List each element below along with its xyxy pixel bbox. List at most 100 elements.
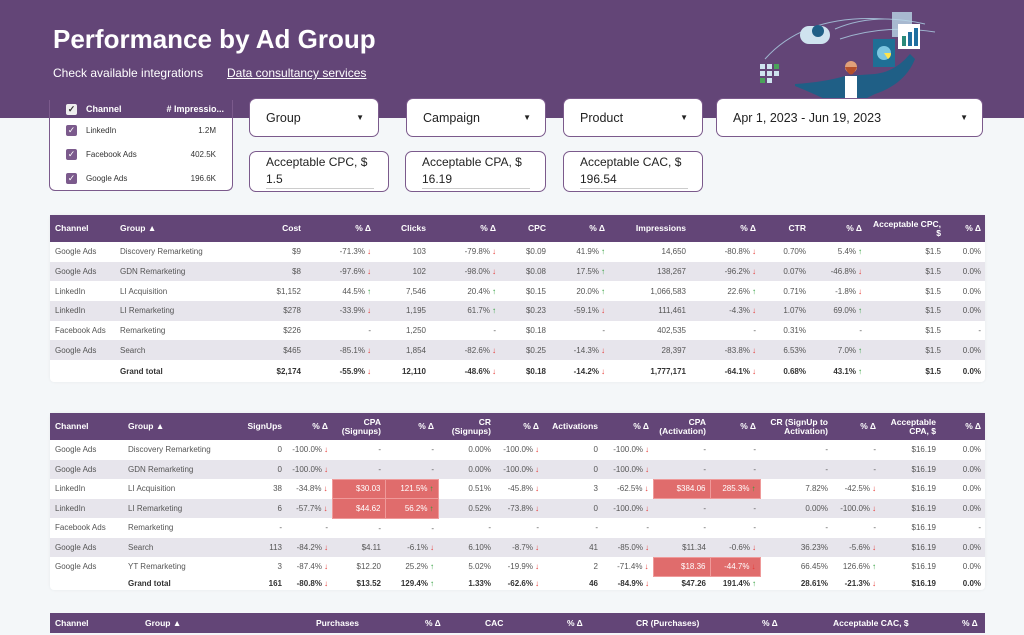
table-cell: 1,854 [375, 340, 430, 361]
table-cell: Google Ads [50, 557, 123, 576]
acceptable-cac-field[interactable]: Acceptable CAC, $ 196.54 [563, 151, 703, 192]
column-header[interactable]: CPA (Signups) [332, 413, 385, 440]
table-cell: 0 [543, 459, 602, 479]
table-cell: -48.6% ↓ [430, 360, 500, 382]
channel-option-linkedin[interactable]: ✓ LinkedIn 1.2M [50, 118, 232, 142]
campaign-dropdown[interactable]: Campaign ▼ [406, 98, 546, 137]
cell-value: $0.08 [525, 267, 546, 277]
col-cac[interactable]: CAC [485, 618, 504, 628]
column-header[interactable]: Cost [245, 215, 305, 242]
column-header[interactable]: % Δ [286, 413, 332, 440]
col-cr-delta[interactable]: % Δ [762, 618, 778, 628]
column-header[interactable]: CPC [500, 215, 550, 242]
column-header[interactable]: % Δ [940, 413, 985, 440]
column-header[interactable]: Activations [543, 413, 602, 440]
column-header[interactable]: CTR [760, 215, 810, 242]
table-cell: 0.0% [940, 537, 985, 557]
integrations-link[interactable]: Check available integrations [53, 66, 204, 80]
column-header[interactable]: CPA (Activation) [653, 413, 710, 440]
cpa-input[interactable]: 16.19 [422, 172, 530, 189]
checkbox[interactable]: ✓ [66, 148, 77, 160]
acceptable-cpc-field[interactable]: Acceptable CPC, $ 1.5 [249, 151, 389, 192]
table-cell: 0.0% [940, 459, 985, 479]
arrow-down-icon: ↓ [430, 542, 434, 552]
checkbox[interactable]: ✓ [66, 124, 77, 136]
column-header[interactable]: % Δ [832, 413, 880, 440]
cac-input[interactable]: 196.54 [580, 172, 688, 189]
cell-value: $1.5 [925, 326, 941, 336]
col-acceptable-cac-delta[interactable]: % Δ [962, 618, 978, 628]
column-header[interactable]: SignUps [240, 413, 286, 440]
acceptable-cpa-field[interactable]: Acceptable CPA, $ 16.19 [405, 151, 546, 192]
col-channel[interactable]: Channel [55, 618, 89, 628]
table-row: LinkedIn LI Remarketing 6 -57.7% ↓ $44.62 56.2… [50, 498, 985, 519]
col-purchases[interactable]: Purchases [316, 618, 359, 628]
column-header[interactable]: % Δ [305, 215, 375, 242]
column-header[interactable]: % Δ [385, 413, 438, 440]
header-row: Channel Group ▲ Cost% Δ Clicks% Δ CPC% Δ Impr… [50, 215, 985, 242]
column-header[interactable]: % Δ [945, 215, 985, 242]
table-cell: $0.09 [500, 242, 550, 262]
column-header[interactable]: Acceptable CPC, $ [866, 215, 945, 242]
cell-value: 0.0% [962, 562, 981, 571]
impressions-column-header[interactable]: # Impressio... [166, 104, 224, 114]
cpc-input[interactable]: 1.5 [266, 172, 374, 189]
column-header[interactable]: Group ▲ [115, 215, 245, 242]
table-row: Google Ads GDN Remarketing 0 -100.0% ↓ - -0.00… [50, 459, 985, 479]
date-range-picker[interactable]: Apr 1, 2023 - Jun 19, 2023 ▼ [716, 98, 983, 137]
product-label: Product [580, 110, 624, 125]
column-header[interactable]: % Δ [550, 215, 609, 242]
channel-option-facebook[interactable]: ✓ Facebook Ads 402.5K [50, 142, 232, 166]
table-cell: 1,777,171 [609, 360, 690, 382]
column-header[interactable]: % Δ [602, 413, 653, 440]
cell-value: 0.0% [962, 286, 981, 296]
column-header[interactable]: Group ▲ [123, 413, 240, 440]
column-header[interactable]: % Δ [690, 215, 760, 242]
col-cac-delta[interactable]: % Δ [567, 618, 583, 628]
table-cell: LI Acquisition [115, 281, 245, 301]
column-header[interactable]: CR (Signups) [438, 413, 495, 440]
channel-option-google[interactable]: ✓ Google Ads 196.6K [50, 166, 232, 190]
col-cr-purchases[interactable]: CR (Purchases) [636, 618, 700, 628]
cell-value: 0 [277, 464, 282, 474]
column-header[interactable]: Acceptable CPA, $ [880, 413, 940, 440]
column-header[interactable]: CR (SignUp to Activation) [760, 413, 832, 440]
table-cell: -62.6% ↓ [495, 576, 543, 590]
column-header[interactable]: Clicks [375, 215, 430, 242]
table-cell: 0.00% [438, 459, 495, 479]
column-header[interactable]: % Δ [430, 215, 500, 242]
table-cell: 7,546 [375, 281, 430, 301]
column-header[interactable]: Channel [50, 215, 115, 242]
consultancy-link[interactable]: Data consultancy services [227, 66, 367, 80]
column-header[interactable]: % Δ [810, 215, 866, 242]
product-dropdown[interactable]: Product ▼ [563, 98, 703, 137]
column-header[interactable]: Channel [50, 413, 123, 440]
select-all-checkbox[interactable]: ✓ [66, 103, 77, 115]
arrow-down-icon: ↓ [367, 366, 371, 376]
table-cell: -42.5% ↓ [832, 479, 880, 499]
table-cell: 44.5% ↑ [305, 281, 375, 301]
group-dropdown[interactable]: Group ▼ [249, 98, 379, 137]
column-header[interactable]: Impressions [609, 215, 690, 242]
table-cell: $0.23 [500, 301, 550, 321]
table-cell: $16.19 [880, 498, 940, 518]
col-acceptable-cac[interactable]: Acceptable CAC, $ [833, 618, 909, 628]
channel-impressions: 196.6K [190, 173, 216, 183]
cell-value: 111,461 [658, 306, 686, 316]
column-header[interactable]: % Δ [710, 413, 760, 440]
cell-value: 285.3% [722, 484, 750, 494]
checkbox[interactable]: ✓ [66, 172, 77, 184]
arrow-down-icon: ↓ [858, 267, 862, 277]
table-cell: -6.1% ↓ [385, 537, 438, 557]
table-cell: 129.4% ↑ [385, 576, 438, 590]
table-cell: -100.0% ↓ [495, 440, 543, 460]
table-cell: Google Ads [50, 459, 123, 479]
col-purchases-delta[interactable]: % Δ [425, 618, 441, 628]
column-header[interactable]: % Δ [495, 413, 543, 440]
channel-label: Facebook Ads [86, 149, 137, 159]
channel-column-header[interactable]: Channel [86, 104, 122, 114]
table-cell: Google Ads [50, 242, 115, 262]
table-cell: 3 [240, 557, 286, 576]
col-group[interactable]: Group ▲ [145, 618, 182, 628]
cell-value: 28,397 [661, 345, 686, 355]
